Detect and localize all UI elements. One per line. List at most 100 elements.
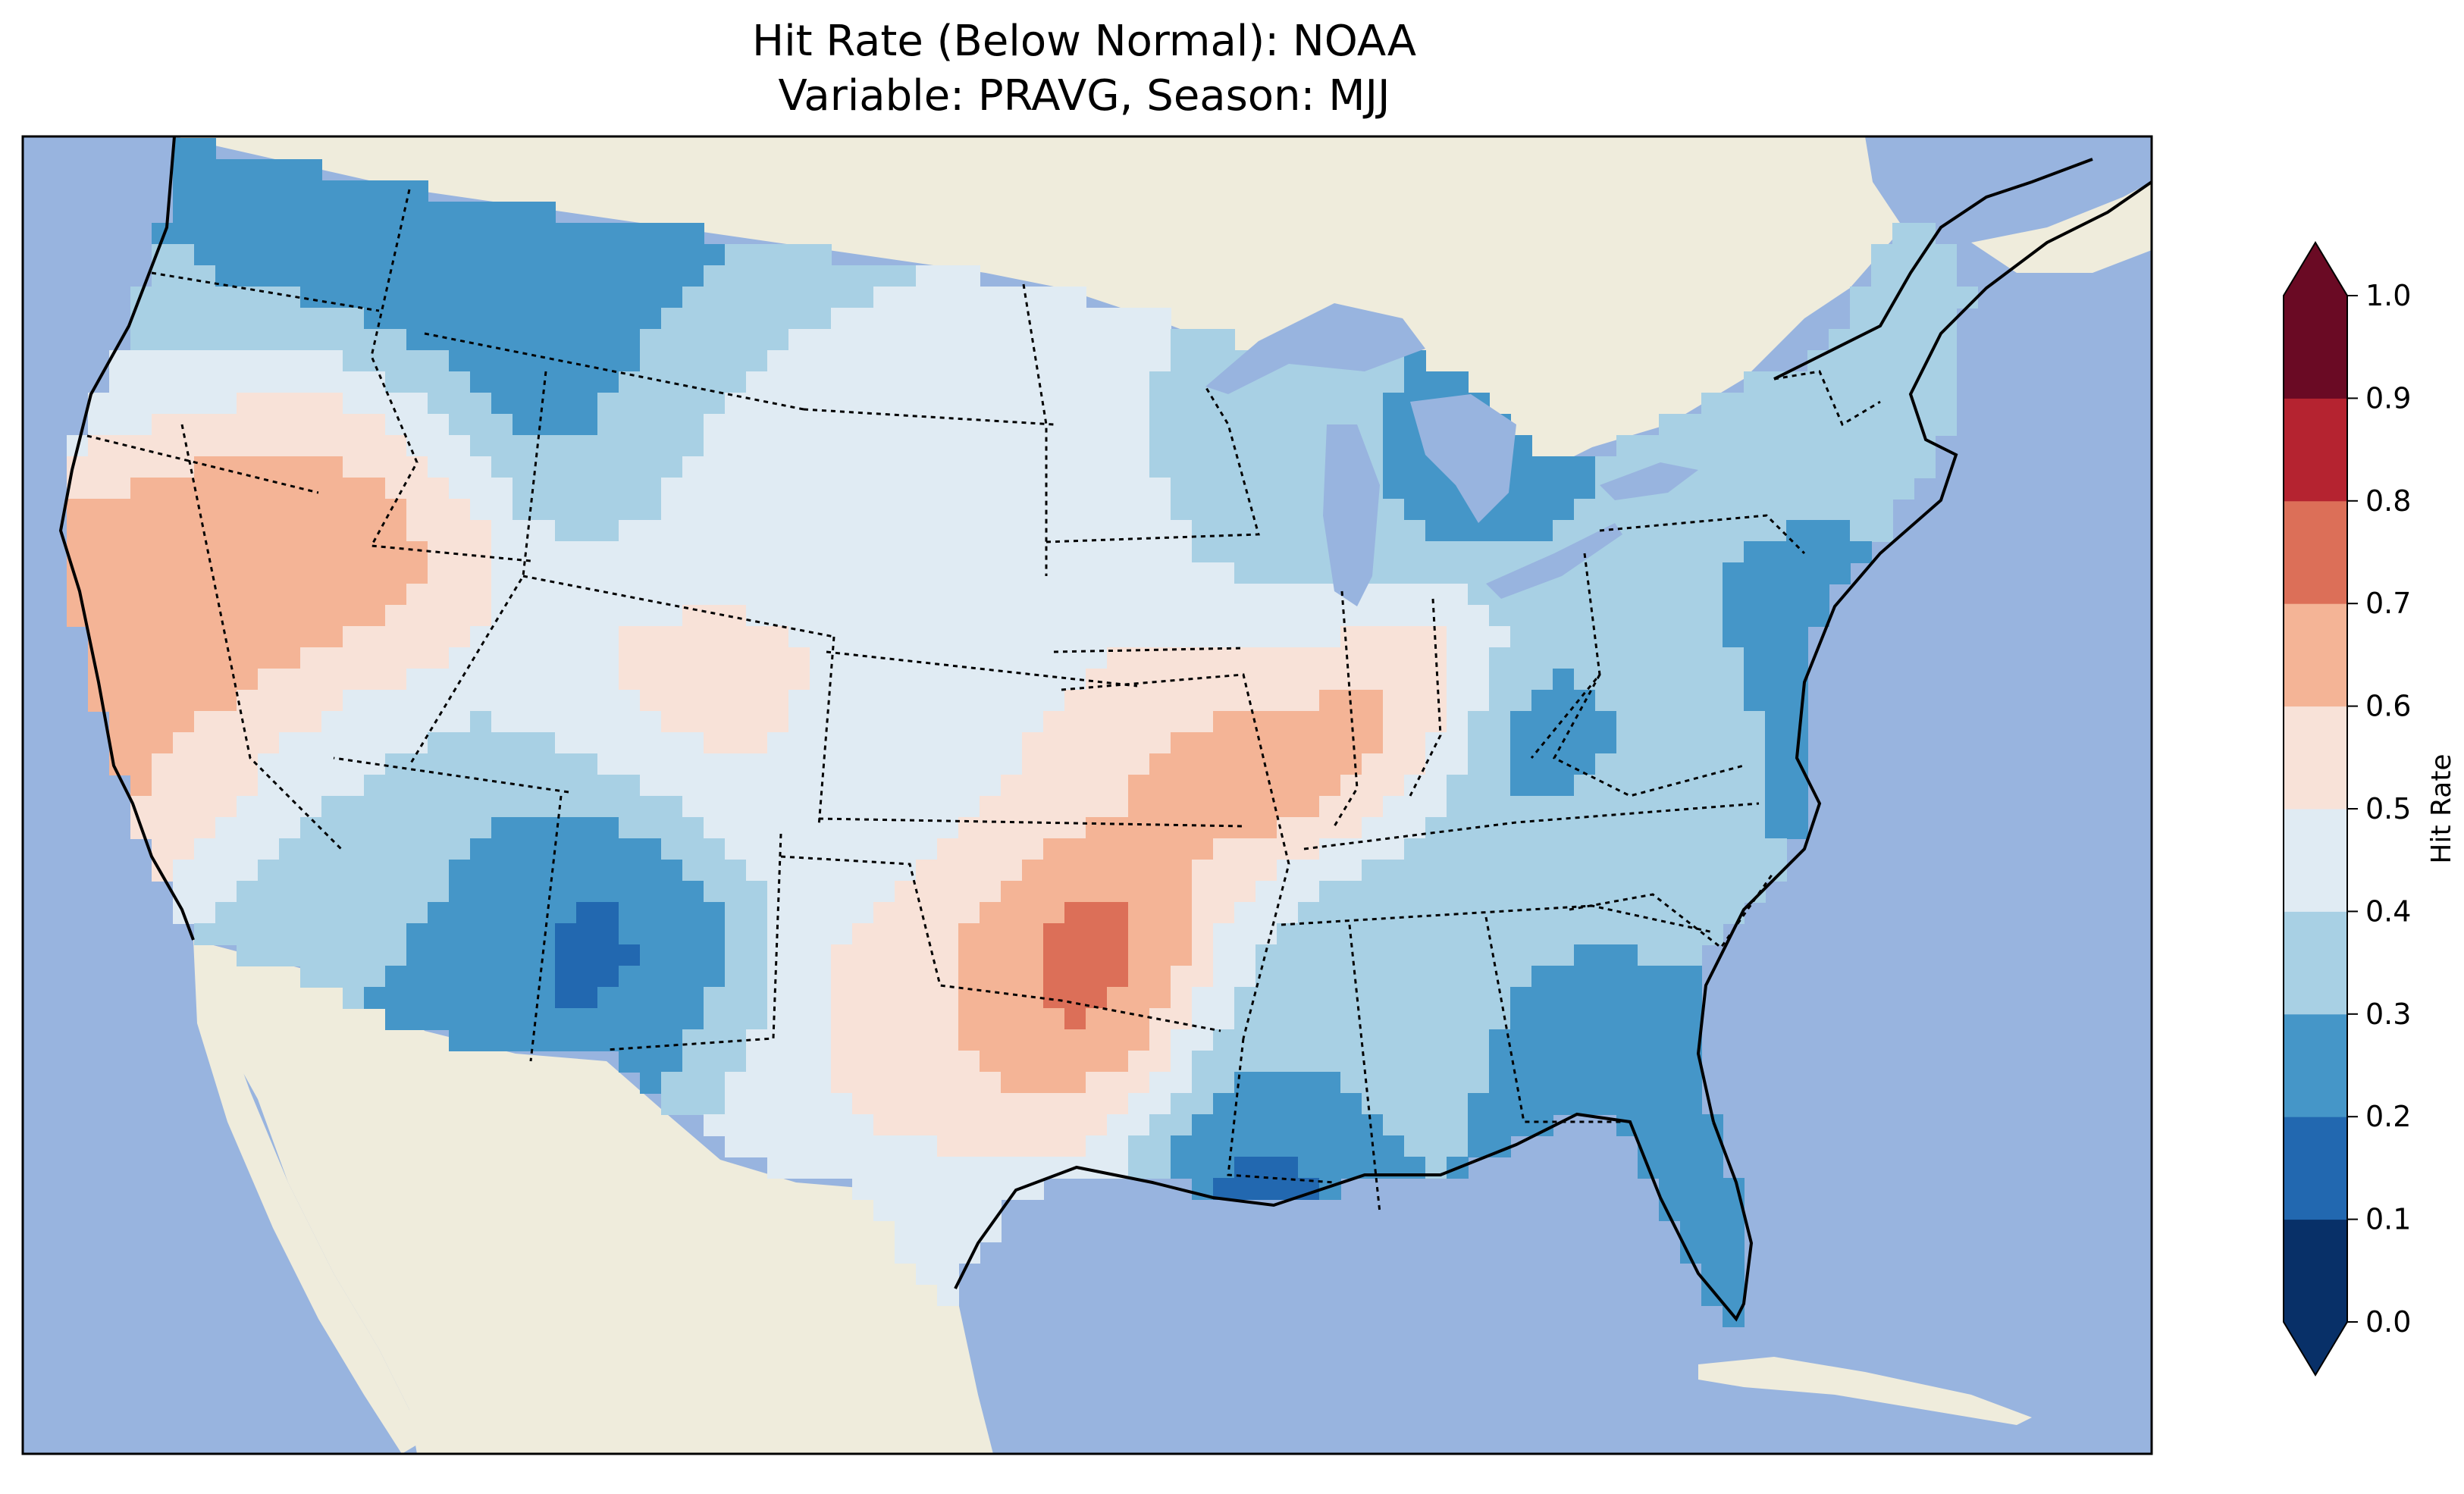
grid-cell (449, 669, 471, 691)
grid-cell (555, 414, 577, 436)
grid-cell (1171, 647, 1193, 669)
grid-cell (895, 478, 917, 500)
grid-cell (1171, 584, 1193, 606)
grid-cell (958, 393, 980, 415)
grid-cell (704, 265, 726, 287)
grid-cell (937, 669, 959, 691)
grid-cell (1553, 647, 1575, 669)
grid-cell (1786, 605, 1808, 627)
grid-cell (513, 732, 534, 754)
grid-cell (1086, 478, 1108, 500)
grid-cell (534, 350, 556, 372)
grid-cell (534, 287, 556, 309)
grid-cell (385, 180, 407, 202)
grid-cell (343, 499, 365, 521)
grid-cell (810, 584, 832, 606)
grid-cell (1022, 562, 1044, 584)
grid-cell (406, 584, 428, 606)
grid-cell (1383, 456, 1405, 478)
grid-cell (321, 732, 343, 754)
grid-cell (237, 669, 259, 691)
grid-cell (279, 732, 301, 754)
grid-cell (470, 350, 492, 372)
grid-cell (215, 456, 237, 478)
grid-cell (152, 647, 174, 669)
grid-cell (1340, 605, 1362, 627)
grid-cell (470, 478, 492, 500)
grid-cell (1574, 456, 1596, 478)
grid-cell (1510, 647, 1532, 669)
grid-cell (958, 520, 980, 542)
grid-cell (1128, 669, 1150, 691)
grid-cell (619, 265, 641, 287)
grid-cell (1701, 626, 1723, 648)
grid-cell (980, 350, 1002, 372)
grid-cell (449, 478, 471, 500)
colorbar-segment (2284, 398, 2347, 502)
grid-cell (152, 711, 174, 733)
grid-cell (661, 499, 683, 521)
grid-cell (237, 371, 259, 393)
grid-cell (1298, 669, 1320, 691)
grid-cell (1850, 308, 1872, 330)
grid-cell (980, 562, 1002, 584)
grid-cell (1744, 711, 1766, 733)
grid-cell (576, 456, 598, 478)
grid-cell (619, 329, 641, 351)
grid-cell (1701, 647, 1723, 669)
grid-cell (958, 732, 980, 754)
grid-cell (1786, 647, 1808, 669)
grid-cell (640, 265, 662, 287)
grid-cell (215, 393, 237, 415)
grid-cell (428, 329, 450, 351)
colorbar-tick-label: 1.0 (2365, 279, 2411, 312)
grid-cell (1807, 562, 1829, 584)
grid-cell (597, 478, 619, 500)
grid-cell (916, 499, 938, 521)
grid-cell (555, 732, 577, 754)
grid-cell (300, 520, 322, 542)
grid-cell (597, 605, 619, 627)
grid-cell (364, 605, 386, 627)
grid-cell (1256, 626, 1277, 648)
grid-cell (534, 626, 556, 648)
grid-cell (1531, 626, 1553, 648)
grid-cell (428, 478, 450, 500)
grid-cell (534, 753, 556, 775)
grid-cell (173, 393, 195, 415)
grid-cell (555, 371, 577, 393)
grid-cell (406, 669, 428, 691)
grid-cell (1277, 414, 1299, 436)
grid-cell (555, 711, 577, 733)
colorbar-segment (2284, 809, 2347, 912)
grid-cell (1128, 562, 1150, 584)
grid-cell (831, 456, 853, 478)
grid-cell (1701, 435, 1723, 457)
grid-cell (1362, 732, 1384, 754)
grid-cell (767, 647, 789, 669)
grid-cell (1468, 711, 1490, 733)
grid-cell (767, 329, 789, 351)
grid-cell (364, 626, 386, 648)
grid-cell (194, 223, 216, 245)
grid-cell (767, 690, 789, 712)
grid-cell (682, 562, 704, 584)
grid-cell (258, 626, 280, 648)
grid-cell (1892, 244, 1914, 266)
grid-cell (1935, 308, 1957, 330)
grid-cell (385, 435, 407, 457)
grid-cell (173, 350, 195, 372)
grid-cell (1213, 329, 1235, 351)
grid-cell (1043, 669, 1065, 691)
grid-cell (194, 669, 216, 691)
grid-cell (619, 753, 641, 775)
grid-cell (491, 520, 513, 542)
grid-cell (1256, 711, 1277, 733)
grid-cell (152, 393, 174, 415)
grid-cell (1192, 393, 1214, 415)
grid-cell (1128, 541, 1150, 563)
grid-cell (1553, 732, 1575, 754)
grid-cell (1149, 435, 1171, 457)
grid-cell (640, 605, 662, 627)
grid-cell (682, 732, 704, 754)
